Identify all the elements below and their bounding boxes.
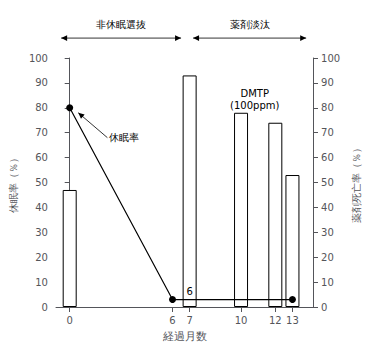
svg-text:50: 50 [35, 177, 48, 188]
svg-text:休眠率: 休眠率 [109, 132, 139, 143]
svg-text:40: 40 [321, 202, 334, 213]
svg-text:60: 60 [321, 152, 334, 163]
svg-text:薬剤淡汰: 薬剤淡汰 [230, 19, 270, 30]
svg-text:100: 100 [29, 53, 48, 64]
svg-text:10: 10 [321, 277, 334, 288]
svg-text:休眠率（％）: 休眠率（％） [8, 153, 19, 213]
svg-text:90: 90 [35, 77, 48, 88]
svg-text:20: 20 [321, 252, 334, 263]
svg-text:20: 20 [35, 252, 48, 263]
svg-text:(100ppm): (100ppm) [230, 100, 279, 111]
svg-text:6: 6 [186, 286, 192, 297]
svg-text:90: 90 [321, 77, 334, 88]
svg-text:13: 13 [286, 315, 299, 326]
svg-text:60: 60 [35, 152, 48, 163]
svg-text:30: 30 [321, 227, 334, 238]
svg-text:0: 0 [321, 302, 327, 313]
svg-text:80: 80 [321, 102, 334, 113]
svg-text:薬剤死亡率（％）: 薬剤死亡率（％） [351, 143, 362, 223]
svg-text:50: 50 [321, 177, 334, 188]
svg-text:0: 0 [67, 315, 73, 326]
svg-text:70: 70 [321, 127, 334, 138]
svg-text:40: 40 [35, 202, 48, 213]
svg-text:70: 70 [35, 127, 48, 138]
svg-text:100: 100 [321, 53, 340, 64]
svg-text:非休眠選抜: 非休眠選抜 [96, 19, 146, 30]
svg-text:7: 7 [186, 315, 192, 326]
svg-text:10: 10 [35, 277, 48, 288]
svg-text:経過月数: 経過月数 [162, 330, 207, 343]
svg-text:80: 80 [35, 102, 48, 113]
svg-text:0: 0 [42, 302, 48, 313]
svg-text:12: 12 [269, 315, 282, 326]
svg-text:DMTP: DMTP [241, 88, 269, 99]
svg-text:30: 30 [35, 227, 48, 238]
svg-text:10: 10 [235, 315, 248, 326]
svg-text:6: 6 [169, 315, 175, 326]
